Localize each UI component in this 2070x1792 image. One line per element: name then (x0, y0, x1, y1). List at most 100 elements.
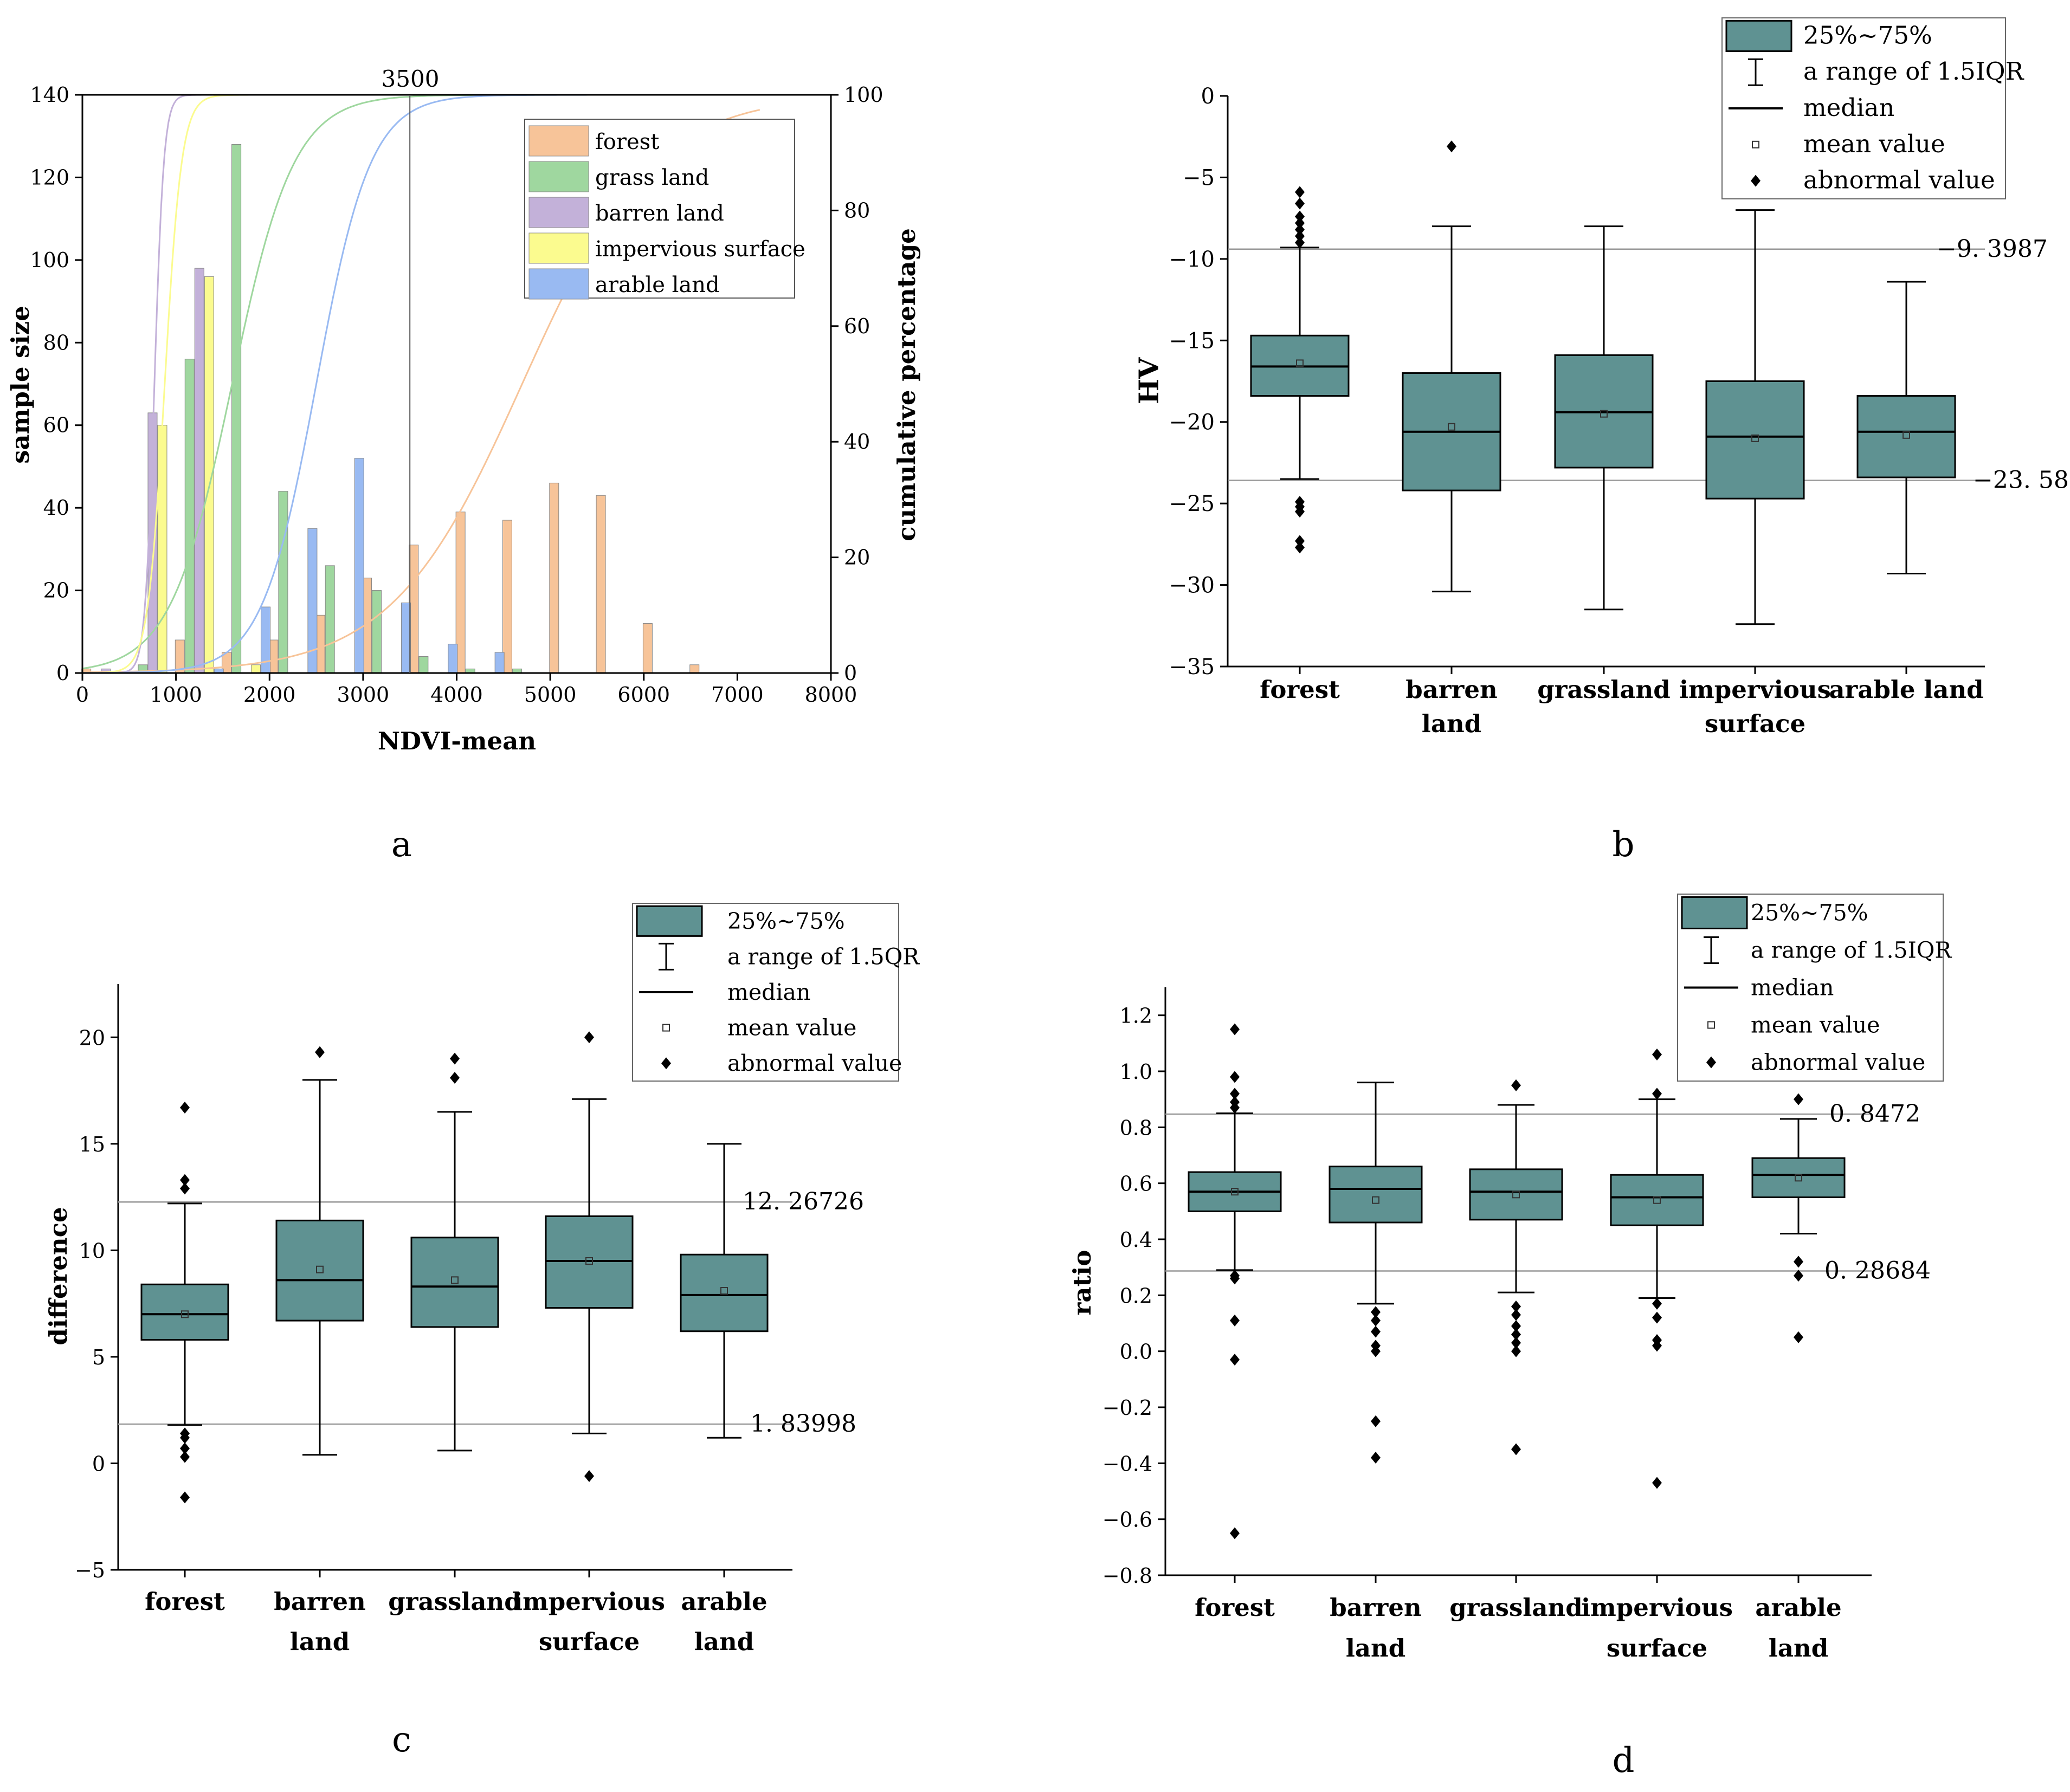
category-label: land (290, 1627, 350, 1656)
x-tick-label: 1000 (150, 683, 202, 707)
outlier-point (1794, 1270, 1803, 1282)
bar-forest (502, 520, 512, 674)
legend-label: abnormal value (1751, 1050, 1925, 1076)
outlier-point (1371, 1306, 1381, 1318)
bar-grass-land (278, 491, 288, 674)
category-label: impervious (1679, 675, 1831, 704)
legend-outlier-swatch (1751, 174, 1761, 187)
right-y-axis-label: cumulative percentage (892, 228, 921, 541)
x-tick-label: 3000 (337, 683, 390, 707)
y-tick-label: 100 (30, 248, 69, 272)
reference-line-label: 0. 8472 (1829, 1100, 1920, 1128)
category-label: surface (539, 1627, 640, 1656)
bar-grass-land (325, 565, 335, 674)
legend-label: a range of 1.5QR (727, 943, 920, 969)
legend-label: abnormal value (1803, 166, 1995, 195)
category-label: arable (681, 1587, 767, 1616)
legend-swatch (528, 268, 589, 300)
bar-grass-land (184, 359, 195, 674)
right-y-tick-label: 80 (844, 198, 870, 222)
y-tick-label: 140 (30, 83, 69, 107)
category-label: land (694, 1627, 754, 1656)
mean-marker (1653, 1196, 1661, 1204)
boxplot-content: −35 −30 −25 −20 −15 −10 −5 0 −9. 3987 −23. 58093 f… (1169, 17, 2070, 738)
mean-marker (1448, 423, 1455, 431)
outlier-point (1295, 217, 1305, 229)
bar-forest (549, 482, 559, 674)
mean-marker (1512, 1191, 1520, 1199)
outlier-point (1447, 140, 1456, 153)
legend-mean-swatch (1707, 1021, 1715, 1029)
outlier-point (1230, 1096, 1240, 1108)
outlier-point (1511, 1301, 1521, 1312)
legend-label: barren land (595, 201, 724, 226)
outlier-point (1295, 210, 1305, 223)
x-tick-label: 6000 (617, 683, 670, 707)
reference-line-label: 12. 26726 (743, 1188, 864, 1215)
reference-line-label: −23. 58093 (1973, 466, 2070, 494)
outlier-point (1295, 236, 1305, 249)
bar-grass-land (418, 656, 429, 674)
outlier-point (1295, 541, 1305, 554)
category-label: land (1346, 1634, 1405, 1662)
mean-marker (1903, 431, 1910, 439)
outlier-point (1371, 1314, 1381, 1327)
legend-swatch (528, 232, 589, 264)
category-label: grassland (388, 1587, 521, 1616)
y-tick-label: 60 (43, 413, 69, 437)
legend-label: median (1751, 975, 1834, 1001)
iqr-box (1469, 1168, 1563, 1221)
histogram-axes: 0 1000 2000 3000 4000 5000 6000 7000 80000204060… (30, 83, 883, 707)
mean-marker (1600, 410, 1608, 418)
histogram-legend: forest grass land barren land impervious su… (524, 119, 805, 300)
outlier-point (1652, 1049, 1662, 1060)
outlier-point (1230, 1088, 1240, 1100)
bar-grass-land (372, 590, 382, 674)
y-tick-label: −5 (1183, 165, 1215, 190)
outlier-point (1652, 1334, 1662, 1346)
reference-line-label: 0. 28684 (1824, 1257, 1931, 1284)
outlier-point (1295, 230, 1305, 242)
iqr-box (680, 1253, 769, 1332)
x-tick-label: 4000 (430, 683, 483, 707)
y-tick-label: 1.0 (1120, 1060, 1152, 1084)
legend-label: abnormal value (727, 1050, 902, 1076)
legend-box-swatch (636, 905, 703, 937)
mean-marker (1795, 1174, 1802, 1182)
mean-marker (585, 1257, 593, 1265)
mean-marker (720, 1287, 728, 1295)
bar-arable-land (354, 458, 364, 674)
outlier-point (180, 1182, 190, 1195)
x-tick-label: 2000 (243, 683, 296, 707)
legend-label: 25%~75% (727, 908, 845, 934)
category-label: arable land (1829, 675, 1983, 704)
x-tick-label: 5000 (524, 683, 577, 707)
outlier-point (1295, 223, 1305, 236)
panel-label-c: c (392, 1720, 411, 1760)
right-y-tick-label: 40 (844, 430, 870, 454)
outlier-point (1511, 1079, 1521, 1091)
iqr-box (1856, 395, 1956, 478)
outlier-point (1371, 1415, 1381, 1427)
category-label: barren (1405, 675, 1497, 704)
bar-arable-land (448, 644, 458, 674)
category-label: surface (1705, 709, 1805, 738)
category-label: forest (145, 1587, 225, 1616)
y-tick-label: −0.6 (1102, 1508, 1152, 1532)
iqr-box (275, 1219, 364, 1322)
x-tick-label: 7000 (711, 683, 764, 707)
y-tick-label: −0.4 (1102, 1452, 1152, 1476)
mean-marker (316, 1265, 324, 1273)
legend-label: median (1803, 93, 1894, 122)
bar-forest (689, 664, 700, 674)
outlier-point (1371, 1325, 1381, 1338)
y-tick-label: 40 (43, 496, 69, 520)
mean-marker (1231, 1188, 1239, 1196)
category-label: impervious (1581, 1593, 1733, 1622)
y-axis-label: difference (44, 1207, 73, 1345)
iqr-box (1610, 1174, 1704, 1226)
y-axis-label: ratio (1068, 1250, 1097, 1316)
category-label: grassland (1449, 1593, 1582, 1622)
histogram-panel-a: 0 1000 2000 3000 4000 5000 6000 7000 80000204060… (6, 66, 921, 865)
